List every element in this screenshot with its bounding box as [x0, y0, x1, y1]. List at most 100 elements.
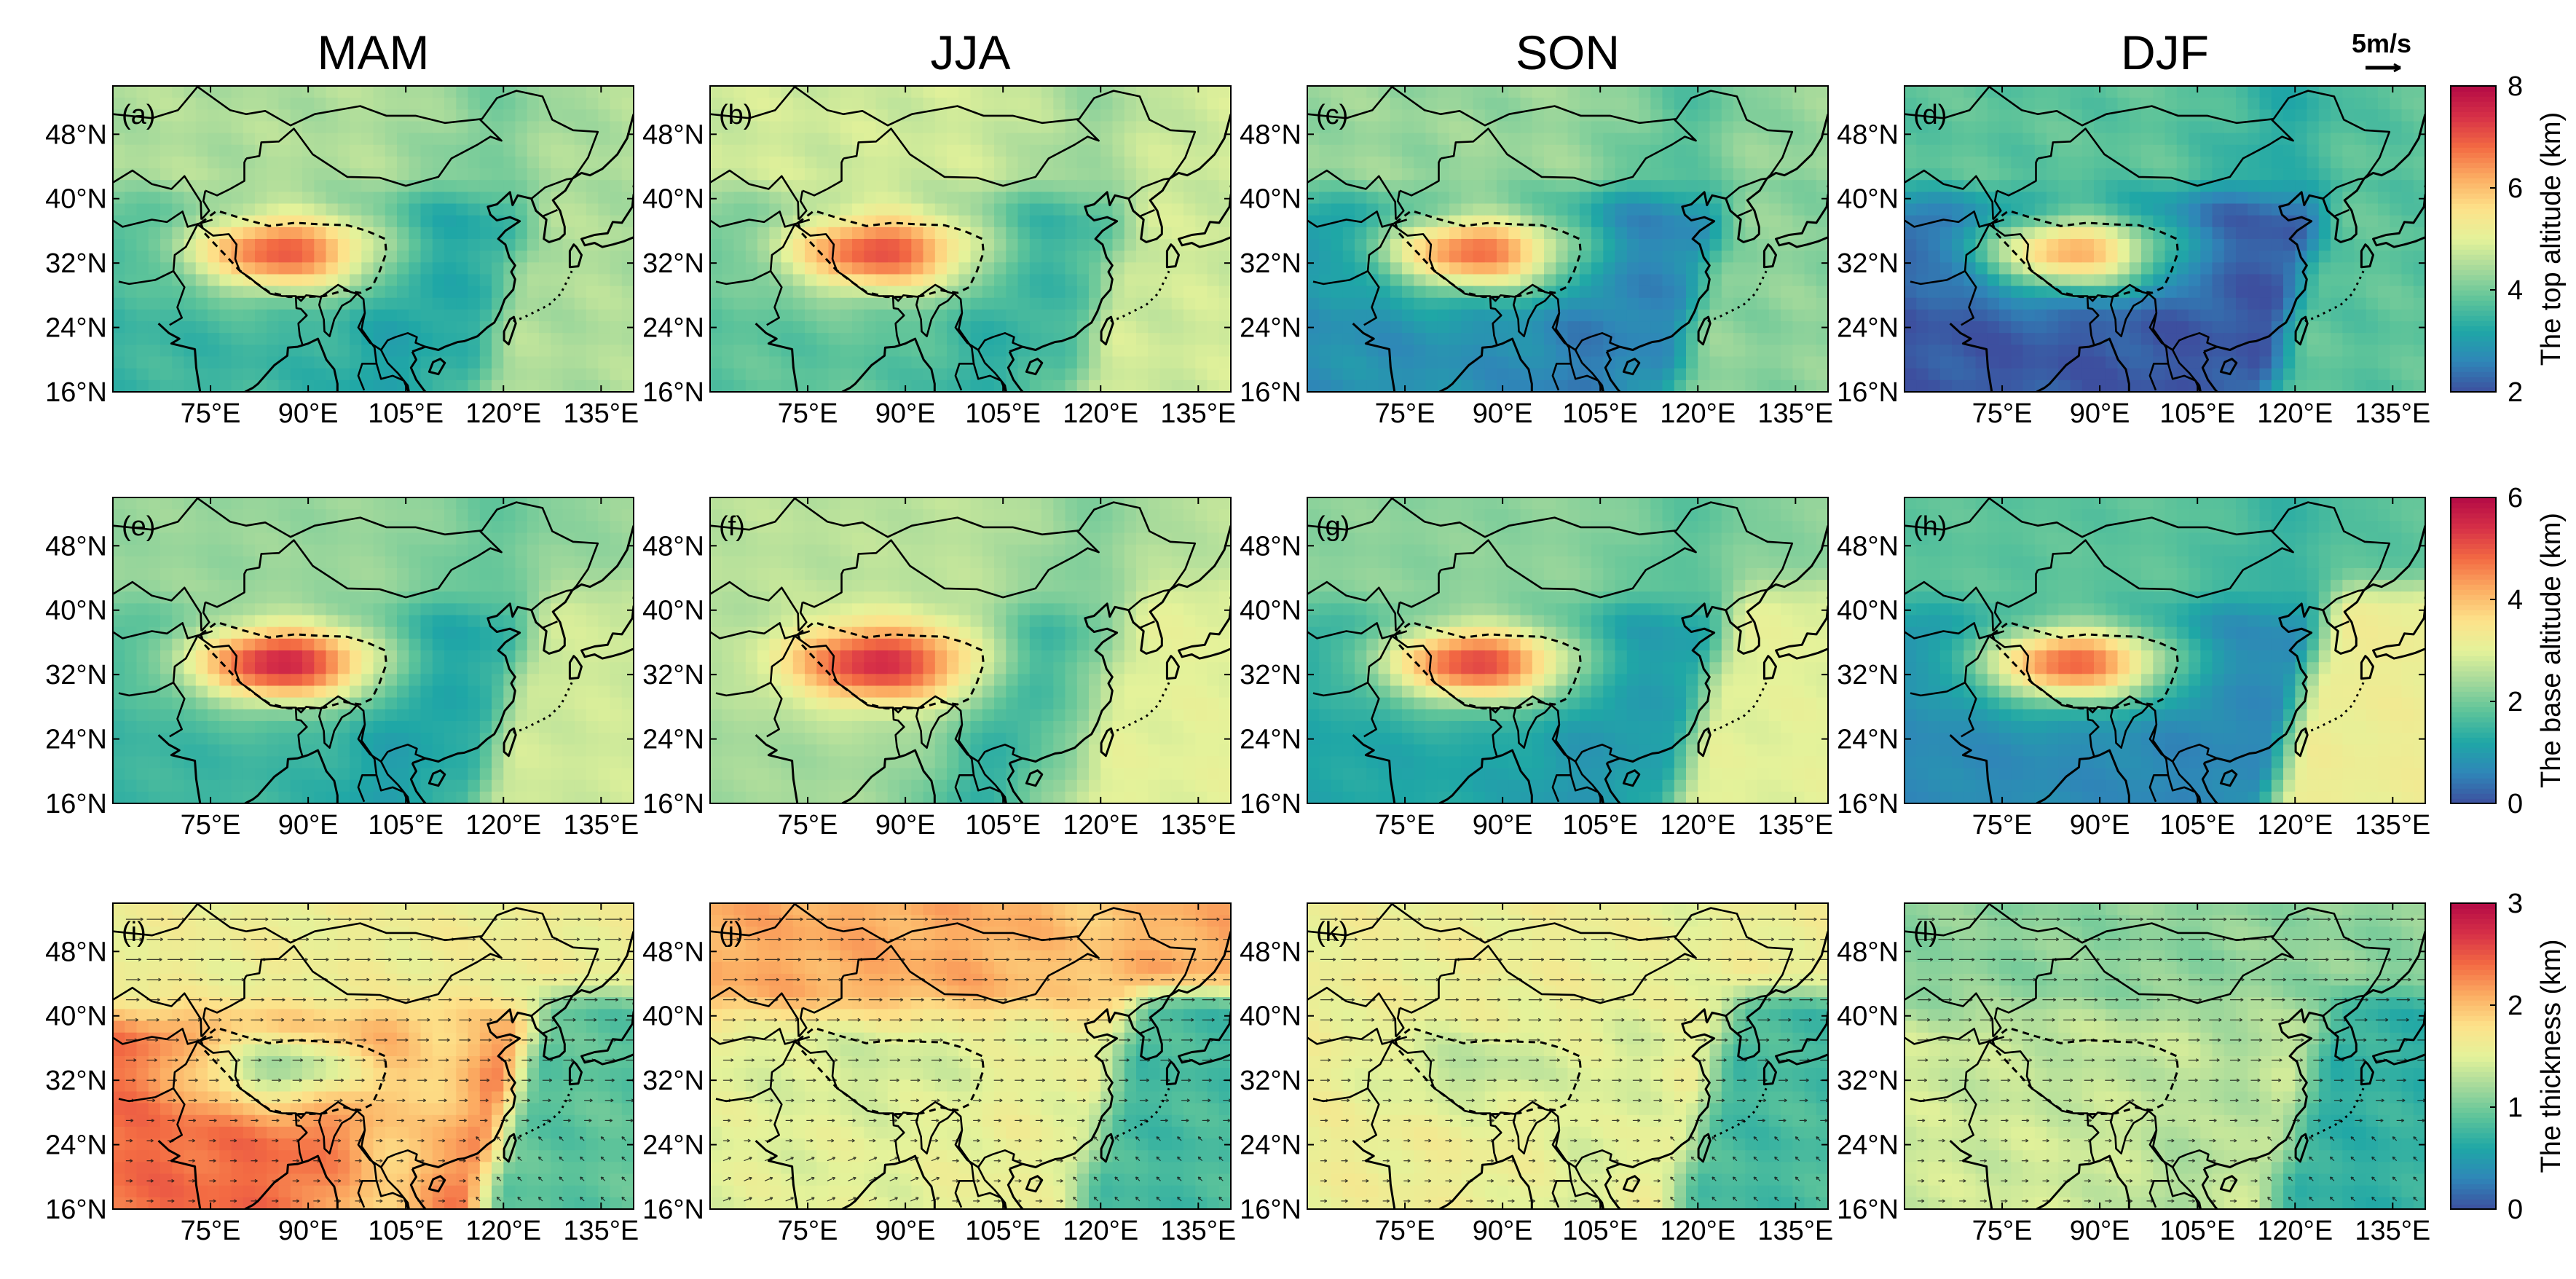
field-cell	[805, 156, 818, 169]
field-cell	[769, 356, 782, 369]
field-cell	[562, 215, 575, 228]
field-cell	[184, 521, 197, 534]
field-cell	[1041, 144, 1055, 157]
field-cell	[1579, 192, 1592, 205]
field-cell	[598, 133, 611, 146]
field-cell	[1100, 379, 1114, 392]
field-cell	[1662, 98, 1675, 111]
field-cell	[219, 156, 232, 169]
field-cell	[231, 321, 244, 334]
field-cell	[1473, 192, 1486, 205]
field-cell	[337, 274, 350, 287]
field-cell	[1709, 239, 1722, 251]
field-cell	[1183, 215, 1197, 228]
field-cell	[373, 509, 386, 522]
field-cell	[479, 239, 492, 251]
field-cell	[781, 98, 794, 111]
field-cell	[420, 251, 433, 264]
field-cell	[934, 262, 948, 275]
field-cell	[1698, 274, 1711, 287]
field-cell	[208, 203, 221, 216]
field-cell	[2401, 180, 2414, 193]
field-cell	[2318, 203, 2331, 216]
field-cell	[745, 309, 758, 322]
field-cell	[1615, 203, 1628, 216]
field-cell	[864, 297, 877, 310]
coastline	[1606, 191, 1727, 353]
field-cell	[1662, 192, 1675, 205]
field-cell	[1065, 86, 1078, 98]
field-cell	[947, 203, 960, 216]
field-cell	[2106, 274, 2119, 287]
field-cell	[1639, 379, 1652, 392]
field-cell	[816, 286, 830, 299]
field-cell	[970, 144, 983, 157]
field-cell	[1939, 356, 1953, 369]
field-cell	[539, 121, 552, 134]
field-cell	[1939, 251, 1953, 264]
field-cell	[503, 297, 516, 310]
field-cell	[539, 345, 552, 358]
field-cell	[1591, 321, 1604, 334]
field-cell	[1745, 168, 1758, 181]
field-cell	[1207, 121, 1220, 134]
field-cell	[562, 203, 575, 216]
field-cell	[1195, 286, 1208, 299]
field-cell	[2129, 274, 2142, 287]
field-cell	[757, 239, 771, 251]
field-cell	[1378, 203, 1391, 216]
field-cell	[479, 309, 492, 322]
field-cell	[456, 286, 469, 299]
field-cell	[302, 227, 315, 240]
field-cell	[2390, 109, 2403, 122]
field-cell	[136, 192, 149, 205]
field-cell	[527, 497, 540, 510]
field-cell	[1928, 251, 1941, 264]
field-cell	[1207, 368, 1220, 381]
field-cell	[722, 144, 735, 157]
field-cell	[2401, 356, 2414, 369]
tibetan-plateau-outline	[796, 209, 985, 299]
field-cell	[947, 168, 960, 181]
field-cell	[1591, 215, 1604, 228]
field-cell	[2271, 86, 2284, 98]
field-cell	[1745, 274, 1758, 287]
field-cell	[350, 251, 363, 264]
field-cell	[350, 180, 363, 193]
field-cell	[1603, 227, 1616, 240]
field-cell	[1159, 192, 1173, 205]
field-cell	[792, 297, 806, 310]
field-cell	[1579, 239, 1592, 251]
field-cell	[1639, 274, 1652, 287]
field-cell	[1816, 251, 1828, 264]
field-cell	[290, 98, 303, 111]
country-border	[1725, 177, 1768, 200]
field-cell	[515, 180, 528, 193]
field-cell	[290, 321, 303, 334]
field-cell	[326, 98, 339, 111]
field-cell	[1207, 297, 1220, 310]
field-cell	[1508, 262, 1521, 275]
field-cell	[1698, 144, 1711, 157]
field-cell	[2307, 239, 2320, 251]
field-cell	[2129, 156, 2142, 169]
field-cell	[781, 239, 794, 251]
field-cell	[947, 133, 960, 146]
field-cell	[373, 144, 386, 157]
field-cell	[1603, 333, 1616, 346]
field-cell	[2106, 215, 2119, 228]
field-cell	[148, 86, 161, 98]
field-cell	[326, 356, 339, 369]
field-cell	[314, 144, 327, 157]
field-cell	[1218, 345, 1231, 358]
field-cell	[397, 321, 410, 334]
field-cell	[515, 309, 528, 322]
field-cell	[2011, 144, 2024, 157]
field-cell	[1390, 345, 1403, 358]
country-border	[205, 157, 248, 197]
field-cell	[1939, 227, 1953, 240]
field-cell	[314, 509, 327, 522]
field-cell	[2413, 86, 2425, 98]
field-cell	[947, 239, 960, 251]
field-cell	[1639, 345, 1652, 358]
